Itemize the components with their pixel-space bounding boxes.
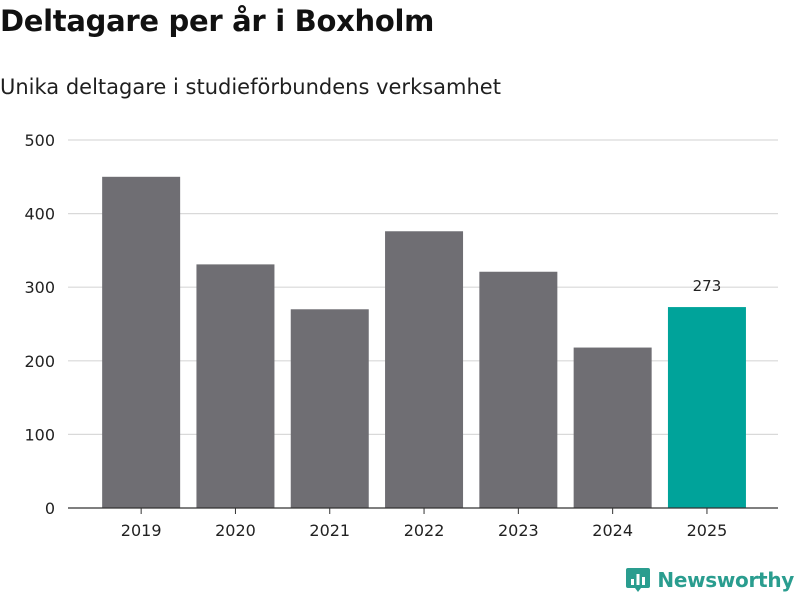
bar-chart: 0 100 200 300 400 500 2019 2020 2021 2022 2023 2024… [24,131,778,540]
x-tick-label: 2022 [404,521,445,540]
bar-2022 [385,231,464,508]
bar-2021 [290,309,369,508]
bar-2020 [196,264,275,508]
y-tick-label: 100 [24,425,55,444]
bar-2025 [667,307,746,508]
x-tick-label: 2024 [592,521,633,540]
brand: Newsworthy [625,566,794,594]
y-tick-label: 200 [24,352,55,371]
x-tick-label: 2021 [309,521,350,540]
chart-title: Deltagare per år i Boxholm [0,4,434,38]
y-tick-label: 500 [24,131,55,150]
x-tick-label: 2020 [215,521,256,540]
labels: 0 100 200 300 400 500 2019 2020 2021 2022 2023 2024… [24,131,727,540]
y-tick-label: 400 [24,205,55,224]
axes [68,507,778,514]
data-label-2025: 273 [693,277,722,295]
bars [102,176,746,509]
x-tick-label: 2025 [687,521,728,540]
brand-name: Newsworthy [657,568,794,592]
x-tick-label: 2023 [498,521,539,540]
newsworthy-logo-icon [626,568,651,592]
y-tick-label: 300 [24,278,55,297]
y-tick-label: 0 [45,499,55,518]
bar-2024 [573,347,652,508]
chart-subtitle: Unika deltagare i studieförbundens verks… [0,75,501,99]
bar-2023 [479,271,558,508]
x-tick-label: 2019 [121,521,162,540]
bar-2019 [102,176,181,509]
